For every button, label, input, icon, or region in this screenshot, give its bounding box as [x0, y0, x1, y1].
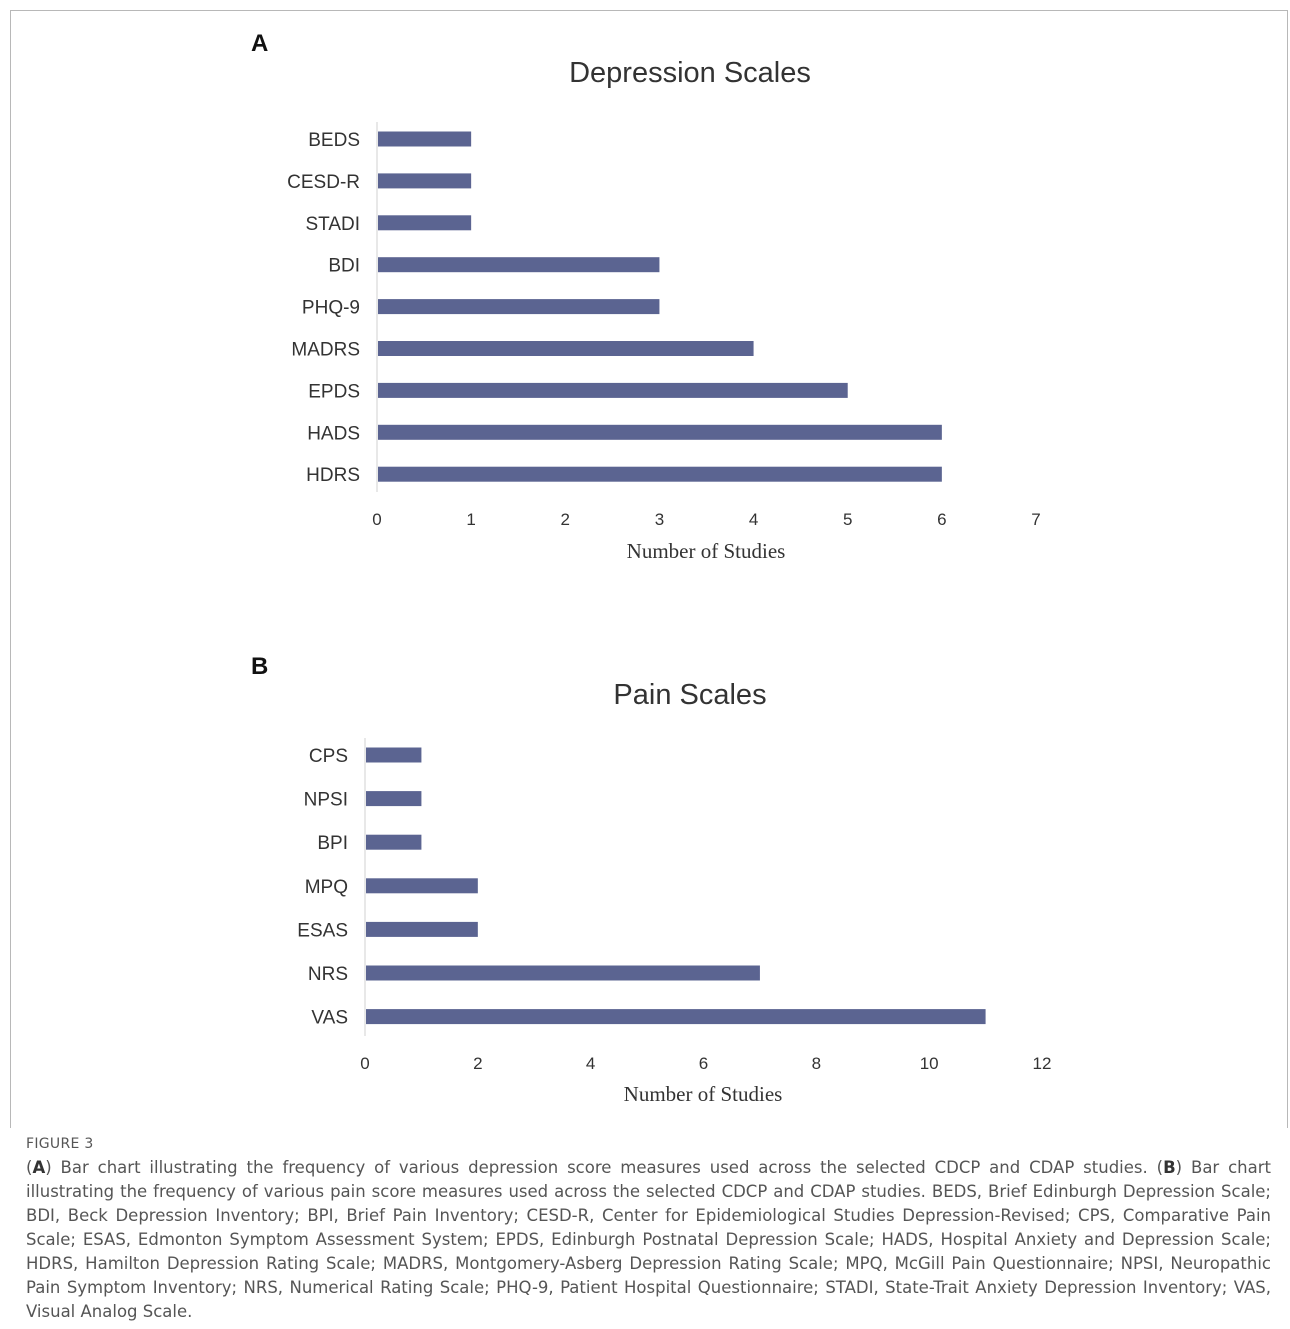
- depression-x-tick-label: 0: [372, 510, 381, 529]
- depression-category-label: MADRS: [291, 340, 360, 361]
- depression-x-tick-label: 6: [937, 510, 946, 529]
- depression-bar: [378, 173, 472, 189]
- caption-text-a: ) Bar chart illustrating the frequency o…: [45, 1158, 1164, 1177]
- pain-category-label: CPS: [309, 746, 348, 767]
- depression-bar: [378, 257, 660, 273]
- pain-x-tick-label: 4: [586, 1054, 595, 1073]
- pain-category-label: ESAS: [297, 920, 348, 941]
- pain-x-tick-label: 0: [360, 1054, 369, 1073]
- depression-category-label: CESD-R: [287, 172, 360, 193]
- depression-category-label: HDRS: [306, 465, 360, 486]
- depression-bar: [378, 299, 660, 315]
- panel-label-a: A: [251, 30, 269, 57]
- depression-category-label: STADI: [305, 214, 360, 235]
- pain-x-tick-label: 10: [920, 1054, 939, 1073]
- pain-bar: [366, 878, 478, 894]
- pain-bar: [366, 1009, 986, 1025]
- depression-scales-chart: BEDS CESD-R STADI BDI PHQ-9 MADRS EPDS HADS HDRS…: [287, 122, 1041, 563]
- pain-x-tick-label: 8: [812, 1054, 821, 1073]
- depression-x-tick-label: 5: [843, 510, 852, 529]
- figure-label: FIGURE 3: [26, 1136, 94, 1152]
- depression-x-axis-title: Number of Studies: [627, 539, 786, 563]
- depression-category-label: BDI: [328, 256, 360, 277]
- figure-frame: [10, 10, 1288, 1128]
- depression-x-tick-label: 7: [1031, 510, 1040, 529]
- depression-category-label: BEDS: [308, 130, 360, 151]
- pain-scales-chart: CPS NPSI BPI MPQ ESAS NRS VAS 0 2 4 6 8 10 12 Number o…: [297, 738, 1052, 1106]
- depression-category-label: EPDS: [308, 381, 360, 402]
- figure-caption: (A) Bar chart illustrating the frequency…: [26, 1158, 1271, 1321]
- depression-bar: [378, 215, 472, 231]
- pain-category-label: VAS: [311, 1008, 348, 1029]
- depression-x-tick-label: 3: [655, 510, 664, 529]
- pain-category-label: MPQ: [305, 877, 348, 898]
- depression-category-label: PHQ-9: [302, 298, 360, 319]
- panel-label-b: B: [251, 653, 269, 680]
- depression-category-label: HADS: [307, 423, 360, 444]
- pain-bar: [366, 791, 422, 807]
- chart-title-b: Pain Scales: [613, 679, 767, 711]
- pain-category-label: NPSI: [304, 790, 348, 811]
- depression-bar: [378, 341, 754, 356]
- caption-panel-a-ref: A: [32, 1158, 46, 1177]
- depression-bar: [378, 466, 942, 482]
- caption-text-b: ) Bar chart illustrating the frequency o…: [26, 1158, 1271, 1321]
- chart-title-a: Depression Scales: [569, 57, 811, 89]
- depression-bar: [378, 131, 472, 147]
- depression-x-tick-label: 2: [561, 510, 570, 529]
- depression-bar: [378, 382, 848, 398]
- pain-category-label: BPI: [317, 833, 348, 854]
- pain-category-label: NRS: [308, 964, 348, 985]
- pain-bar: [366, 921, 478, 937]
- pain-bar: [366, 747, 422, 763]
- pain-bar: [366, 834, 422, 850]
- pain-x-tick-label: 2: [473, 1054, 482, 1073]
- pain-bar: [366, 965, 760, 981]
- pain-x-tick-label: 6: [699, 1054, 708, 1073]
- pain-x-axis-title: Number of Studies: [624, 1082, 783, 1106]
- depression-x-tick-label: 4: [749, 510, 758, 529]
- depression-x-tick-label: 1: [466, 510, 475, 529]
- depression-bar: [378, 424, 942, 440]
- pain-x-tick-label: 12: [1033, 1054, 1052, 1073]
- caption-panel-b-ref: B: [1163, 1158, 1176, 1177]
